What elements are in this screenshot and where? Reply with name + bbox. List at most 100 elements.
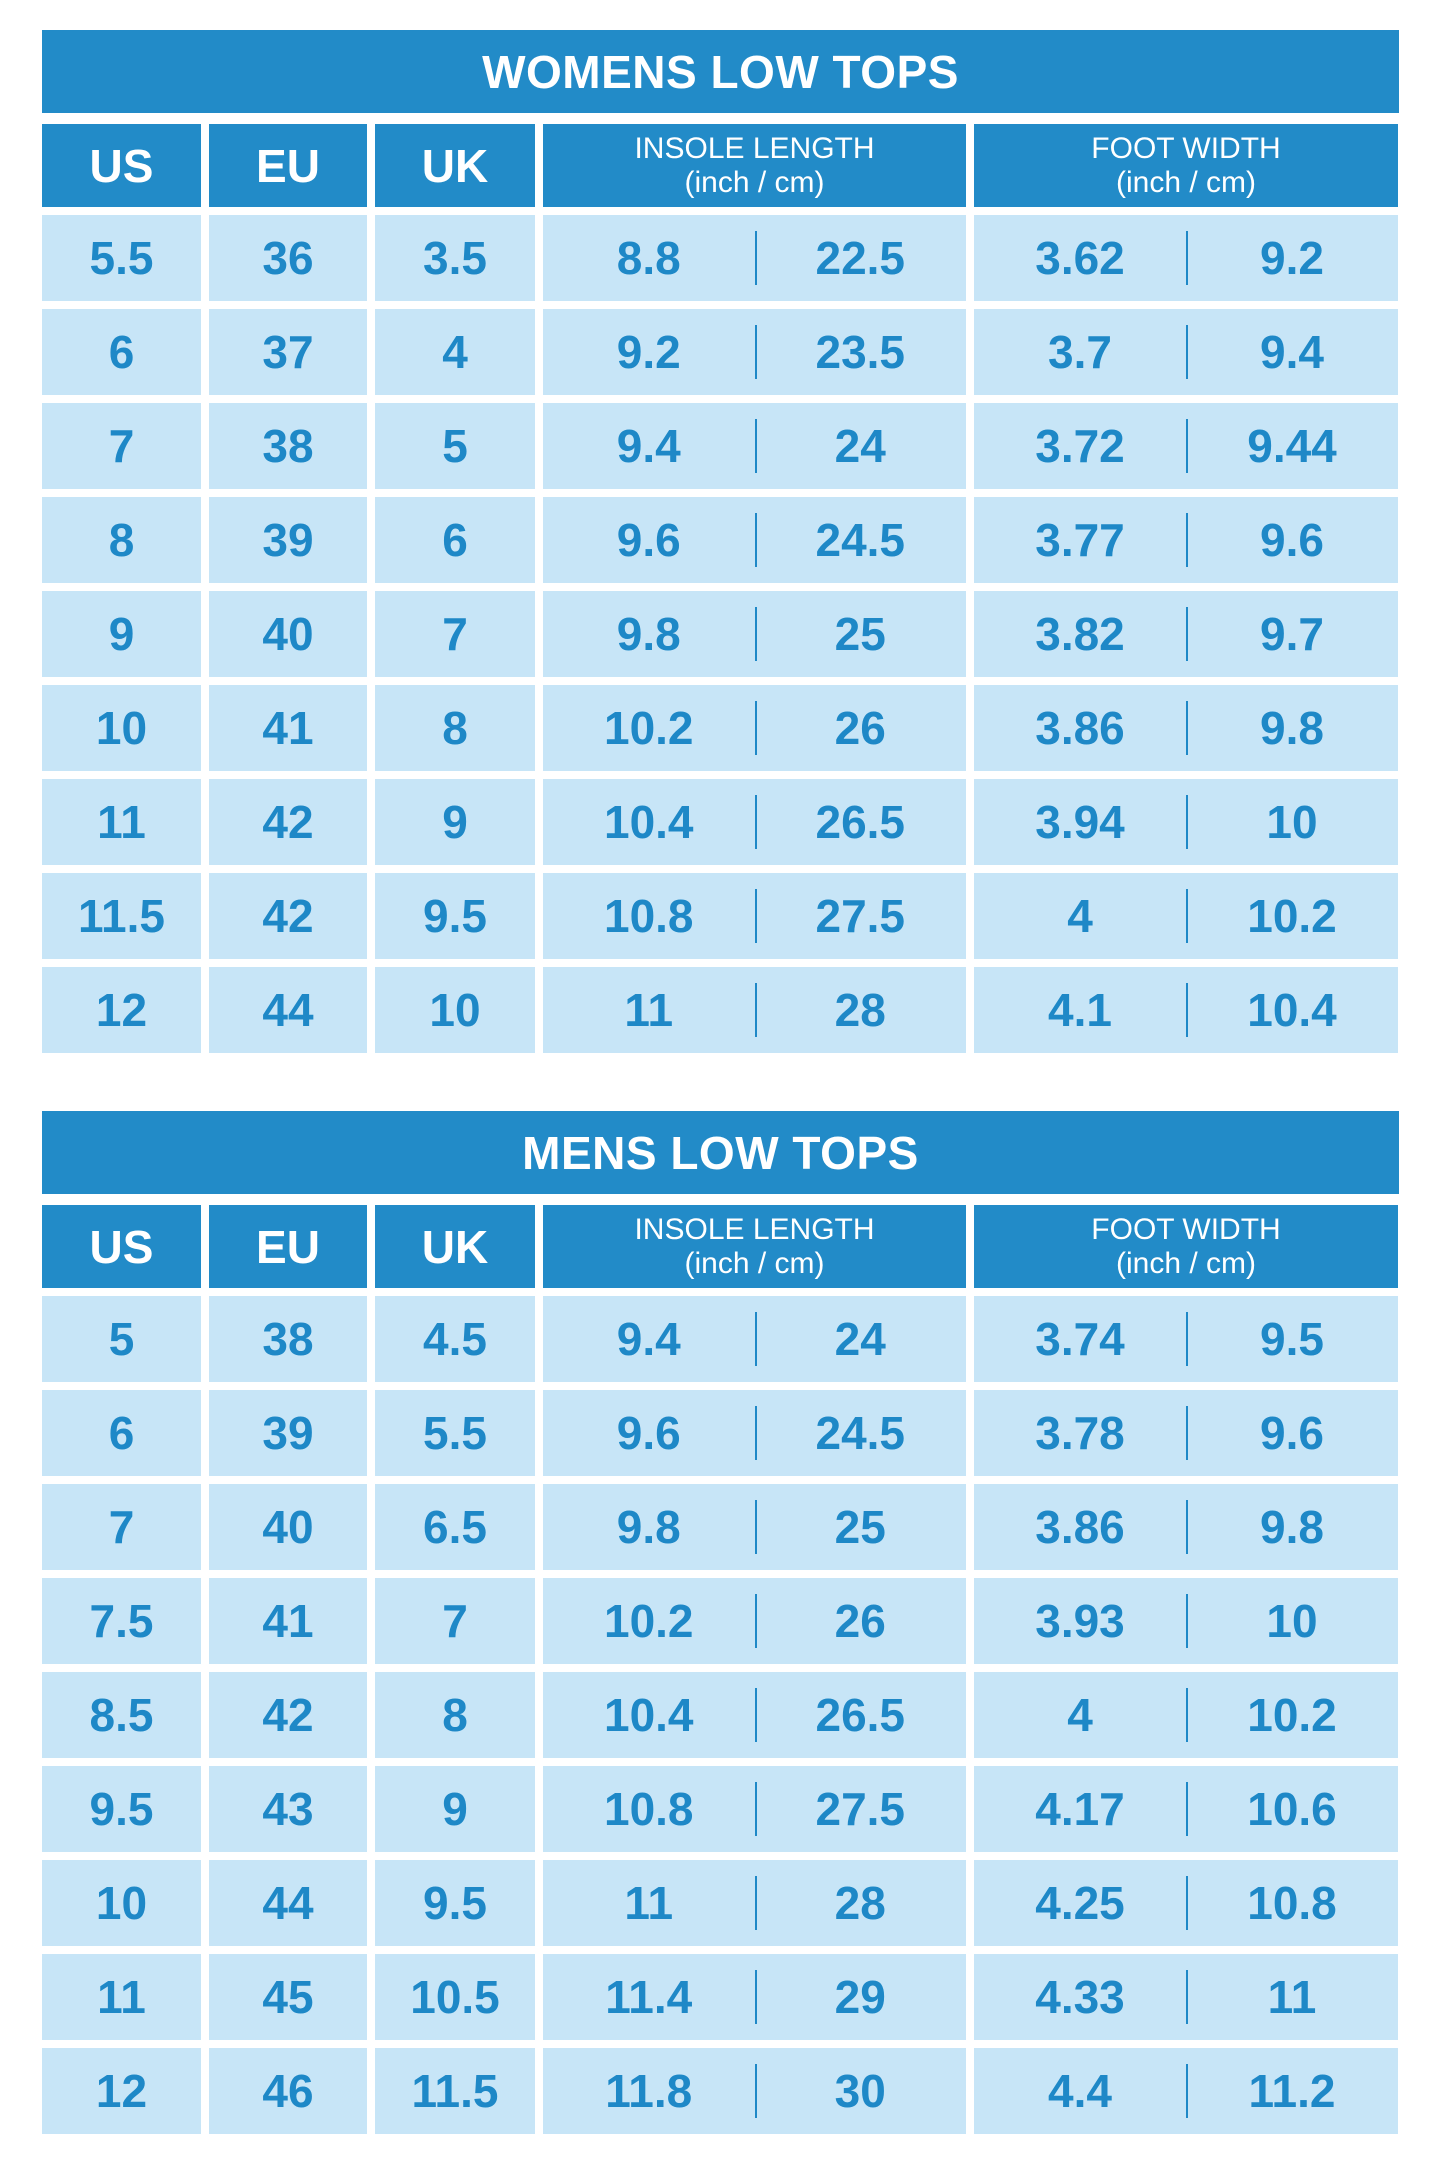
width-inch: 3.86 (1035, 702, 1125, 754)
insole-cm: 27.5 (815, 890, 906, 942)
insole-inch: 10.2 (603, 1595, 694, 1647)
cell-insole-length: 11 28 (543, 967, 966, 1053)
divider (1186, 795, 1188, 849)
divider (754, 419, 757, 473)
cell-foot-width: 4 10.2 (974, 1672, 1398, 1758)
width-cm: 9.44 (1247, 420, 1337, 472)
cell-insole-length: 10.4 26.5 (543, 779, 966, 865)
table-row: 9 40 7 9.8 25 3.82 9.7 (42, 591, 1399, 677)
cell-eu: 39 (209, 497, 367, 583)
header-label: FOOT WIDTH (1091, 1212, 1281, 1246)
cell-insole-length: 8.8 22.5 (543, 215, 966, 301)
table-row: 5 38 4.5 9.4 24 3.74 9.5 (42, 1296, 1399, 1382)
insole-inch: 10.2 (603, 702, 694, 754)
insole-inch: 8.8 (616, 232, 681, 284)
insole-cm: 26.5 (815, 1689, 906, 1741)
width-cm: 10.2 (1247, 1689, 1337, 1741)
width-inch: 3.94 (1035, 796, 1125, 848)
cell-foot-width: 4.17 10.6 (974, 1766, 1398, 1852)
header-unit: (inch / cm) (1115, 1246, 1256, 1280)
divider (1186, 607, 1188, 661)
insole-cm: 28 (834, 1877, 886, 1929)
insole-inch: 10.4 (603, 1689, 694, 1741)
cell-insole-length: 9.6 24.5 (543, 497, 966, 583)
insole-cm: 25 (834, 608, 886, 660)
width-cm: 10.4 (1247, 984, 1337, 1036)
header-label: INSOLE LENGTH (634, 131, 875, 165)
cell-us: 11 (42, 1954, 201, 2040)
cell-eu: 36 (209, 215, 367, 301)
insole-cm: 30 (834, 2065, 886, 2117)
cell-uk: 9.5 (375, 873, 535, 959)
header-unit: (inch / cm) (684, 1246, 825, 1280)
table-row: 7.5 41 7 10.2 26 3.93 10 (42, 1578, 1399, 1664)
cell-eu: 40 (209, 591, 367, 677)
cell-us: 10 (42, 1860, 201, 1946)
header-foot-width: FOOT WIDTH (inch / cm) (974, 124, 1398, 207)
cell-us: 7 (42, 1484, 201, 1570)
womens-size-table: WOMENS LOW TOPS US EU UK INSOLE LENGTH (i… (42, 30, 1399, 1053)
cell-eu: 41 (209, 1578, 367, 1664)
divider (1186, 419, 1188, 473)
divider (1186, 1406, 1188, 1460)
cell-uk: 8 (375, 685, 535, 771)
cell-eu: 45 (209, 1954, 367, 2040)
cell-foot-width: 3.74 9.5 (974, 1296, 1398, 1382)
width-inch: 4.1 (1048, 984, 1112, 1036)
header-unit: (inch / cm) (684, 165, 825, 199)
cell-eu: 37 (209, 309, 367, 395)
width-inch: 4.17 (1035, 1783, 1125, 1835)
divider (1186, 1688, 1188, 1742)
header-uk: UK (375, 1205, 535, 1288)
cell-uk: 10 (375, 967, 535, 1053)
divider (754, 2064, 757, 2118)
width-cm: 10.8 (1247, 1877, 1337, 1929)
table-row: 11 45 10.5 11.4 29 4.33 11 (42, 1954, 1399, 2040)
cell-us: 8.5 (42, 1672, 201, 1758)
cell-us: 12 (42, 967, 201, 1053)
divider (1186, 983, 1188, 1037)
insole-cm: 26.5 (815, 796, 906, 848)
insole-cm: 26 (834, 702, 886, 754)
header-label: INSOLE LENGTH (634, 1212, 875, 1246)
cell-eu: 44 (209, 967, 367, 1053)
table-row: 10 41 8 10.2 26 3.86 9.8 (42, 685, 1399, 771)
cell-uk: 5.5 (375, 1390, 535, 1476)
header-label: FOOT WIDTH (1091, 131, 1281, 165)
insole-cm: 29 (834, 1971, 886, 2023)
divider (754, 1500, 757, 1554)
width-inch: 4.33 (1035, 1971, 1125, 2023)
insole-inch: 9.8 (616, 1501, 681, 1553)
header-uk: UK (375, 124, 535, 207)
table-row: 12 44 10 11 28 4.1 10.4 (42, 967, 1399, 1053)
divider (1186, 889, 1188, 943)
header-row: US EU UK INSOLE LENGTH (inch / cm) FOOT W… (42, 1205, 1399, 1288)
table-row: 7 40 6.5 9.8 25 3.86 9.8 (42, 1484, 1399, 1570)
divider (754, 1594, 757, 1648)
cell-insole-length: 10.2 26 (543, 1578, 966, 1664)
width-cm: 11.2 (1248, 2065, 1336, 2117)
cell-foot-width: 4.4 11.2 (974, 2048, 1398, 2134)
cell-us: 9 (42, 591, 201, 677)
table-row: 10 44 9.5 11 28 4.25 10.8 (42, 1860, 1399, 1946)
width-inch: 3.62 (1035, 232, 1125, 284)
cell-eu: 42 (209, 779, 367, 865)
width-inch: 4.25 (1035, 1877, 1125, 1929)
cell-us: 7 (42, 403, 201, 489)
divider (1186, 1970, 1188, 2024)
cell-eu: 43 (209, 1766, 367, 1852)
insole-inch: 9.4 (616, 420, 681, 472)
cell-insole-length: 9.2 23.5 (543, 309, 966, 395)
cell-insole-length: 10.2 26 (543, 685, 966, 771)
cell-insole-length: 10.8 27.5 (543, 873, 966, 959)
cell-foot-width: 4.25 10.8 (974, 1860, 1398, 1946)
cell-insole-length: 11 28 (543, 1860, 966, 1946)
cell-eu: 42 (209, 1672, 367, 1758)
insole-inch: 10.4 (603, 796, 694, 848)
divider (754, 1312, 757, 1366)
width-inch: 3.93 (1035, 1595, 1125, 1647)
width-inch: 3.77 (1035, 514, 1125, 566)
header-eu: EU (209, 124, 367, 207)
insole-inch: 10.8 (603, 890, 694, 942)
cell-eu: 42 (209, 873, 367, 959)
